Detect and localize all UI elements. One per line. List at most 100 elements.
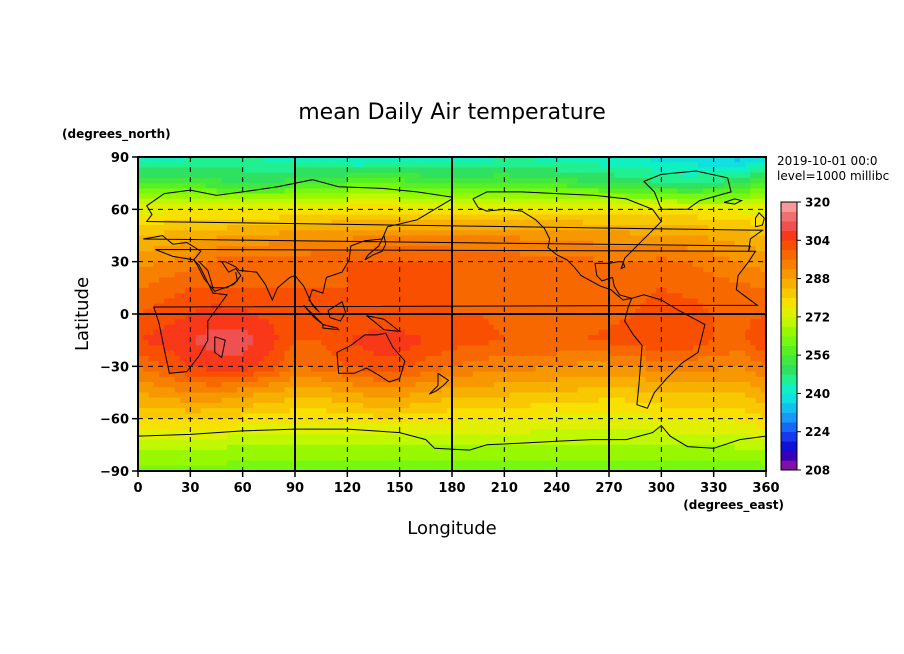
- heatmap-cell: [567, 261, 573, 268]
- heatmap-cell: [425, 235, 432, 242]
- heatmap-cell: [263, 277, 270, 284]
- heatmap-cell: [540, 272, 547, 278]
- heatmap-cell: [682, 256, 689, 263]
- heatmap-cell: [357, 256, 364, 263]
- heatmap-cell: [200, 162, 207, 169]
- heatmap-cell: [734, 319, 741, 326]
- heatmap-cell: [268, 277, 275, 284]
- heatmap-cell: [493, 266, 500, 273]
- heatmap-cell: [226, 183, 233, 189]
- heatmap-cell: [195, 371, 202, 378]
- heatmap-cell: [200, 319, 207, 326]
- heatmap-cell: [650, 340, 657, 346]
- heatmap-cell: [436, 282, 443, 289]
- heatmap-cell: [179, 350, 186, 357]
- heatmap-cell: [520, 167, 526, 174]
- heatmap-cell: [399, 198, 406, 205]
- heatmap-cell: [158, 350, 165, 357]
- heatmap-cell: [237, 183, 244, 189]
- heatmap-cell: [645, 198, 652, 205]
- heatmap-cell: [734, 345, 741, 352]
- heatmap-cell: [158, 324, 165, 331]
- heatmap-cell: [185, 266, 191, 273]
- heatmap-cell: [383, 293, 390, 299]
- heatmap-cell: [200, 314, 207, 320]
- heatmap-cell: [525, 214, 532, 221]
- heatmap-cell: [472, 172, 479, 179]
- heatmap-cell: [148, 162, 155, 169]
- heatmap-cell: [399, 157, 406, 163]
- heatmap-cell: [645, 240, 652, 247]
- heatmap-cell: [373, 177, 380, 184]
- heatmap-cell: [650, 230, 657, 237]
- heatmap-cell: [619, 272, 626, 278]
- heatmap-cell: [394, 287, 401, 294]
- heatmap-cell: [138, 319, 144, 326]
- heatmap-cell: [493, 298, 500, 305]
- heatmap-cell: [603, 329, 610, 336]
- heatmap-cell: [232, 251, 239, 258]
- heatmap-cell: [682, 308, 689, 315]
- heatmap-cell: [347, 371, 354, 378]
- heatmap-cell: [640, 266, 647, 273]
- heatmap-cell: [190, 350, 197, 357]
- heatmap-cell: [300, 334, 307, 341]
- heatmap-cell: [153, 334, 160, 341]
- heatmap-cell: [582, 204, 589, 210]
- heatmap-cell: [462, 256, 469, 263]
- heatmap-cell: [352, 225, 359, 231]
- heatmap-cell: [373, 172, 380, 179]
- heatmap-cell: [661, 314, 668, 320]
- heatmap-cell: [551, 308, 558, 315]
- heatmap-cell: [509, 350, 516, 357]
- heatmap-cell: [629, 209, 636, 216]
- heatmap-cell: [540, 177, 547, 184]
- heatmap-cell: [703, 198, 710, 205]
- heatmap-cell: [425, 157, 432, 163]
- heatmap-cell: [242, 204, 249, 210]
- heatmap-cell: [226, 172, 233, 179]
- heatmap-cell: [425, 277, 432, 284]
- heatmap-cell: [404, 193, 411, 200]
- heatmap-cell: [431, 345, 437, 352]
- heatmap-cell: [682, 209, 689, 216]
- heatmap-cell: [158, 167, 165, 174]
- heatmap-cell: [472, 240, 479, 247]
- heatmap-cell: [258, 334, 265, 341]
- heatmap-cell: [190, 214, 197, 221]
- heatmap-cell: [331, 214, 338, 221]
- heatmap-cell: [493, 277, 500, 284]
- heatmap-cell: [315, 334, 322, 341]
- heatmap-cell: [394, 272, 401, 278]
- heatmap-cell: [410, 293, 416, 299]
- heatmap-cell: [640, 334, 647, 341]
- heatmap-cell: [158, 277, 165, 284]
- heatmap-cell: [399, 287, 406, 294]
- heatmap-cell: [195, 287, 202, 294]
- heatmap-cell: [708, 319, 715, 326]
- heatmap-cell: [138, 240, 144, 247]
- heatmap-cell: [342, 172, 348, 179]
- heatmap-cell: [436, 355, 443, 362]
- heatmap-cell: [211, 256, 218, 263]
- heatmap-cell: [619, 314, 626, 320]
- heatmap-cell: [446, 183, 453, 189]
- heatmap-cell: [378, 230, 385, 237]
- heatmap-cell: [315, 256, 322, 263]
- heatmap-cell: [206, 245, 212, 252]
- heatmap-cell: [268, 256, 275, 263]
- heatmap-cell: [274, 277, 280, 284]
- heatmap-cell: [446, 366, 453, 373]
- heatmap-cell: [436, 157, 443, 163]
- heatmap-cell: [577, 324, 584, 331]
- heatmap-cell: [677, 167, 683, 174]
- heatmap-cell: [195, 340, 202, 346]
- heatmap-cell: [457, 162, 464, 169]
- heatmap-cell: [446, 209, 453, 216]
- heatmap-cell: [148, 287, 155, 294]
- heatmap-cell: [561, 277, 568, 284]
- heatmap-cell: [164, 371, 170, 378]
- heatmap-cell: [143, 355, 150, 362]
- heatmap-cell: [734, 183, 741, 189]
- heatmap-cell: [425, 183, 432, 189]
